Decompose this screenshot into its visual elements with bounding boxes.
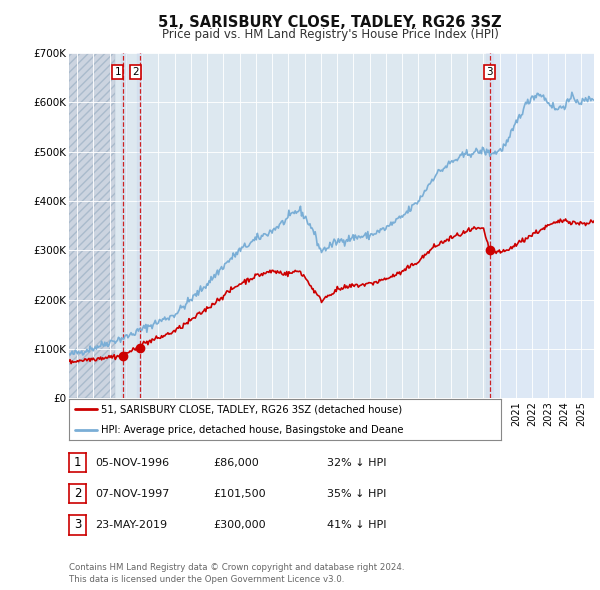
Text: HPI: Average price, detached house, Basingstoke and Deane: HPI: Average price, detached house, Basi… (101, 425, 404, 435)
Text: 1: 1 (115, 67, 121, 77)
Text: 35% ↓ HPI: 35% ↓ HPI (327, 489, 386, 499)
Bar (137, 53, 142, 398)
Text: 3: 3 (487, 67, 493, 77)
Text: 3: 3 (74, 518, 81, 532)
Text: 51, SARISBURY CLOSE, TADLEY, RG26 3SZ: 51, SARISBURY CLOSE, TADLEY, RG26 3SZ (158, 15, 502, 30)
Text: 51, SARISBURY CLOSE, TADLEY, RG26 3SZ (detached house): 51, SARISBURY CLOSE, TADLEY, RG26 3SZ (d… (101, 404, 403, 414)
Text: 07-NOV-1997: 07-NOV-1997 (95, 489, 169, 499)
Text: £101,500: £101,500 (213, 489, 266, 499)
Bar (121, 53, 126, 398)
Text: 2: 2 (133, 67, 139, 77)
Text: 23-MAY-2019: 23-MAY-2019 (95, 520, 167, 530)
Text: £86,000: £86,000 (213, 458, 259, 467)
Text: 41% ↓ HPI: 41% ↓ HPI (327, 520, 386, 530)
Text: Contains HM Land Registry data © Crown copyright and database right 2024.
This d: Contains HM Land Registry data © Crown c… (69, 563, 404, 584)
Text: 32% ↓ HPI: 32% ↓ HPI (327, 458, 386, 467)
Text: 05-NOV-1996: 05-NOV-1996 (95, 458, 169, 467)
Text: 2: 2 (74, 487, 81, 500)
Text: £300,000: £300,000 (213, 520, 266, 530)
Bar (487, 53, 493, 398)
Text: 1: 1 (74, 455, 81, 469)
Text: Price paid vs. HM Land Registry's House Price Index (HPI): Price paid vs. HM Land Registry's House … (161, 28, 499, 41)
